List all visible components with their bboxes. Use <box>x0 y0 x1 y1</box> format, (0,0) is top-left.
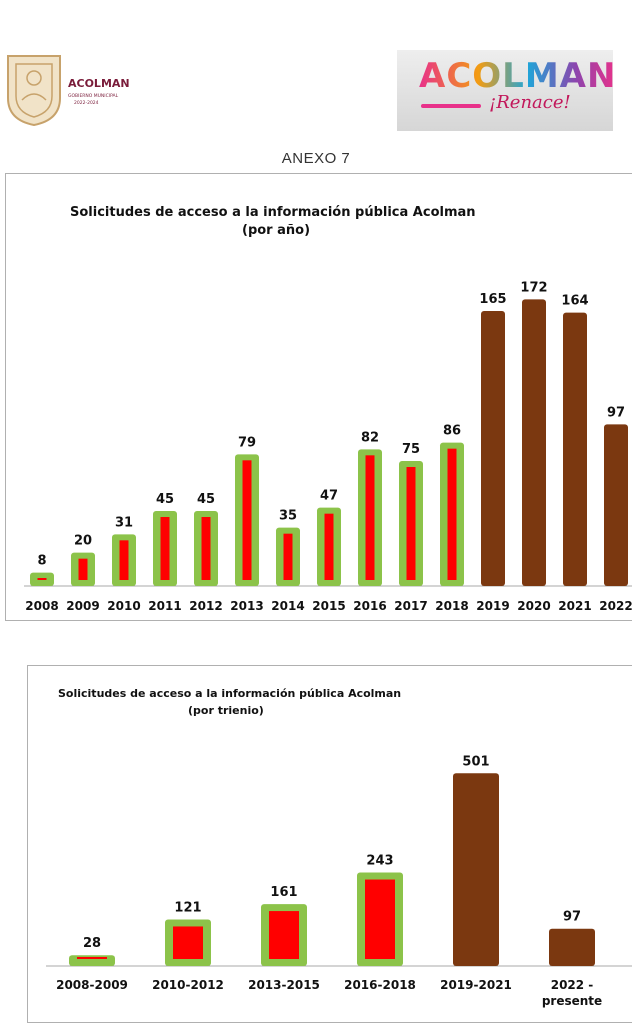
bar-2016 <box>365 455 375 580</box>
bar-2011 <box>160 517 170 580</box>
value-label-2016: 82 <box>361 430 379 445</box>
value-label-2010-2012: 121 <box>174 900 201 915</box>
chart-yearly-panel: Solicitudes de acceso a la información p… <box>5 173 632 621</box>
chart-title: Solicitudes de acceso a la información p… <box>58 687 401 700</box>
bar-2019 <box>481 311 505 586</box>
bar-2016-2018 <box>365 879 395 959</box>
value-label-2012: 45 <box>197 492 215 507</box>
value-label-2013-2015: 161 <box>270 885 297 900</box>
tick-label-2016-2018: 2016-2018 <box>344 978 416 992</box>
tick-label-2022 - presente: 2022 - <box>551 978 594 992</box>
tick-label-2020: 2020 <box>517 599 550 613</box>
value-label-2018: 86 <box>443 424 461 439</box>
tick-label-2008: 2008 <box>25 599 58 613</box>
tick-label-2021: 2021 <box>558 599 591 613</box>
bar-2018 <box>447 448 457 580</box>
value-label-2019-2021: 501 <box>462 754 489 769</box>
value-label-2011: 45 <box>156 492 174 507</box>
bar-2008 <box>37 578 47 580</box>
value-label-2008: 8 <box>37 554 46 569</box>
tick-label-2022 - presente-line2: presente <box>542 994 602 1008</box>
chart-title: Solicitudes de acceso a la información p… <box>70 205 476 220</box>
value-label-2021: 164 <box>561 294 588 309</box>
tick-label-2010: 2010 <box>107 599 140 613</box>
logo-left-name: ACOLMAN <box>68 77 130 90</box>
annex-label: ANEXO 7 <box>281 150 351 167</box>
bar-outline-2008-2009 <box>69 955 115 966</box>
logo-left-subtitle: GOBIERNO MUNICIPAL <box>68 93 119 99</box>
chart-yearly: Solicitudes de acceso a la información p… <box>24 205 632 613</box>
chart-subtitle: (por año) <box>242 223 310 238</box>
tick-label-2019: 2019 <box>476 599 509 613</box>
chart-subtitle: (por trienio) <box>188 704 264 717</box>
value-label-2020: 172 <box>520 280 547 295</box>
municipal-logo: ACOLMAN GOBIERNO MUNICIPAL 2022-2024 <box>4 54 144 127</box>
tick-label-2012: 2012 <box>189 599 222 613</box>
bar-2022 - presente <box>549 928 595 966</box>
tick-label-2008-2009: 2008-2009 <box>56 978 128 992</box>
tick-label-2013-2015: 2013-2015 <box>248 978 320 992</box>
bar-2022 <box>604 424 628 586</box>
value-label-2014: 35 <box>279 509 297 524</box>
bar-2021 <box>563 312 587 586</box>
logo-right-slogan: ¡Renace! <box>489 92 571 113</box>
tick-label-2017: 2017 <box>394 599 427 613</box>
tick-label-2016: 2016 <box>353 599 386 613</box>
bar-2019-2021 <box>453 773 499 966</box>
bar-2012 <box>201 517 211 580</box>
tick-label-2011: 2011 <box>148 599 181 613</box>
bar-2010 <box>119 540 129 580</box>
bar-2020 <box>522 299 546 586</box>
bar-2009 <box>78 558 88 580</box>
value-label-2022: 97 <box>607 405 625 420</box>
tick-label-2010-2012: 2010-2012 <box>152 978 224 992</box>
tick-label-2013: 2013 <box>230 599 263 613</box>
value-label-2019: 165 <box>479 292 506 307</box>
bar-2010-2012 <box>173 926 203 959</box>
logo-right-name: ACOLMAN <box>419 56 617 96</box>
tick-label-2009: 2009 <box>66 599 99 613</box>
value-label-2017: 75 <box>402 442 420 457</box>
value-label-2022 - presente: 97 <box>563 910 581 925</box>
bar-2015 <box>324 513 334 580</box>
value-label-2009: 20 <box>74 534 92 549</box>
chart-triennium-panel: Solicitudes de acceso a la información p… <box>27 665 632 1023</box>
bar-2013 <box>242 460 252 580</box>
chart-triennium: Solicitudes de acceso a la información p… <box>46 687 632 1008</box>
shield-emblem-icon: ACOLMAN GOBIERNO MUNICIPAL 2022-2024 <box>7 55 130 127</box>
bar-2014 <box>283 533 293 580</box>
value-label-2013: 79 <box>238 435 256 450</box>
value-label-2010: 31 <box>115 515 133 530</box>
acolman-renace-logo: ACOLMAN ¡Renace! <box>397 50 617 131</box>
value-label-2015: 47 <box>320 489 338 504</box>
bar-2013-2015 <box>269 911 299 959</box>
tick-label-2022: 2022 <box>599 599 632 613</box>
tick-label-2015: 2015 <box>312 599 345 613</box>
tick-label-2018: 2018 <box>435 599 468 613</box>
bar-2017 <box>406 467 416 580</box>
logo-right-decor <box>421 104 481 108</box>
logo-left-years: 2022-2024 <box>74 100 99 106</box>
bar-2008-2009 <box>77 957 107 959</box>
value-label-2008-2009: 28 <box>83 936 101 951</box>
value-label-2016-2018: 243 <box>366 854 393 869</box>
tick-label-2014: 2014 <box>271 599 304 613</box>
tick-label-2019-2021: 2019-2021 <box>440 978 512 992</box>
